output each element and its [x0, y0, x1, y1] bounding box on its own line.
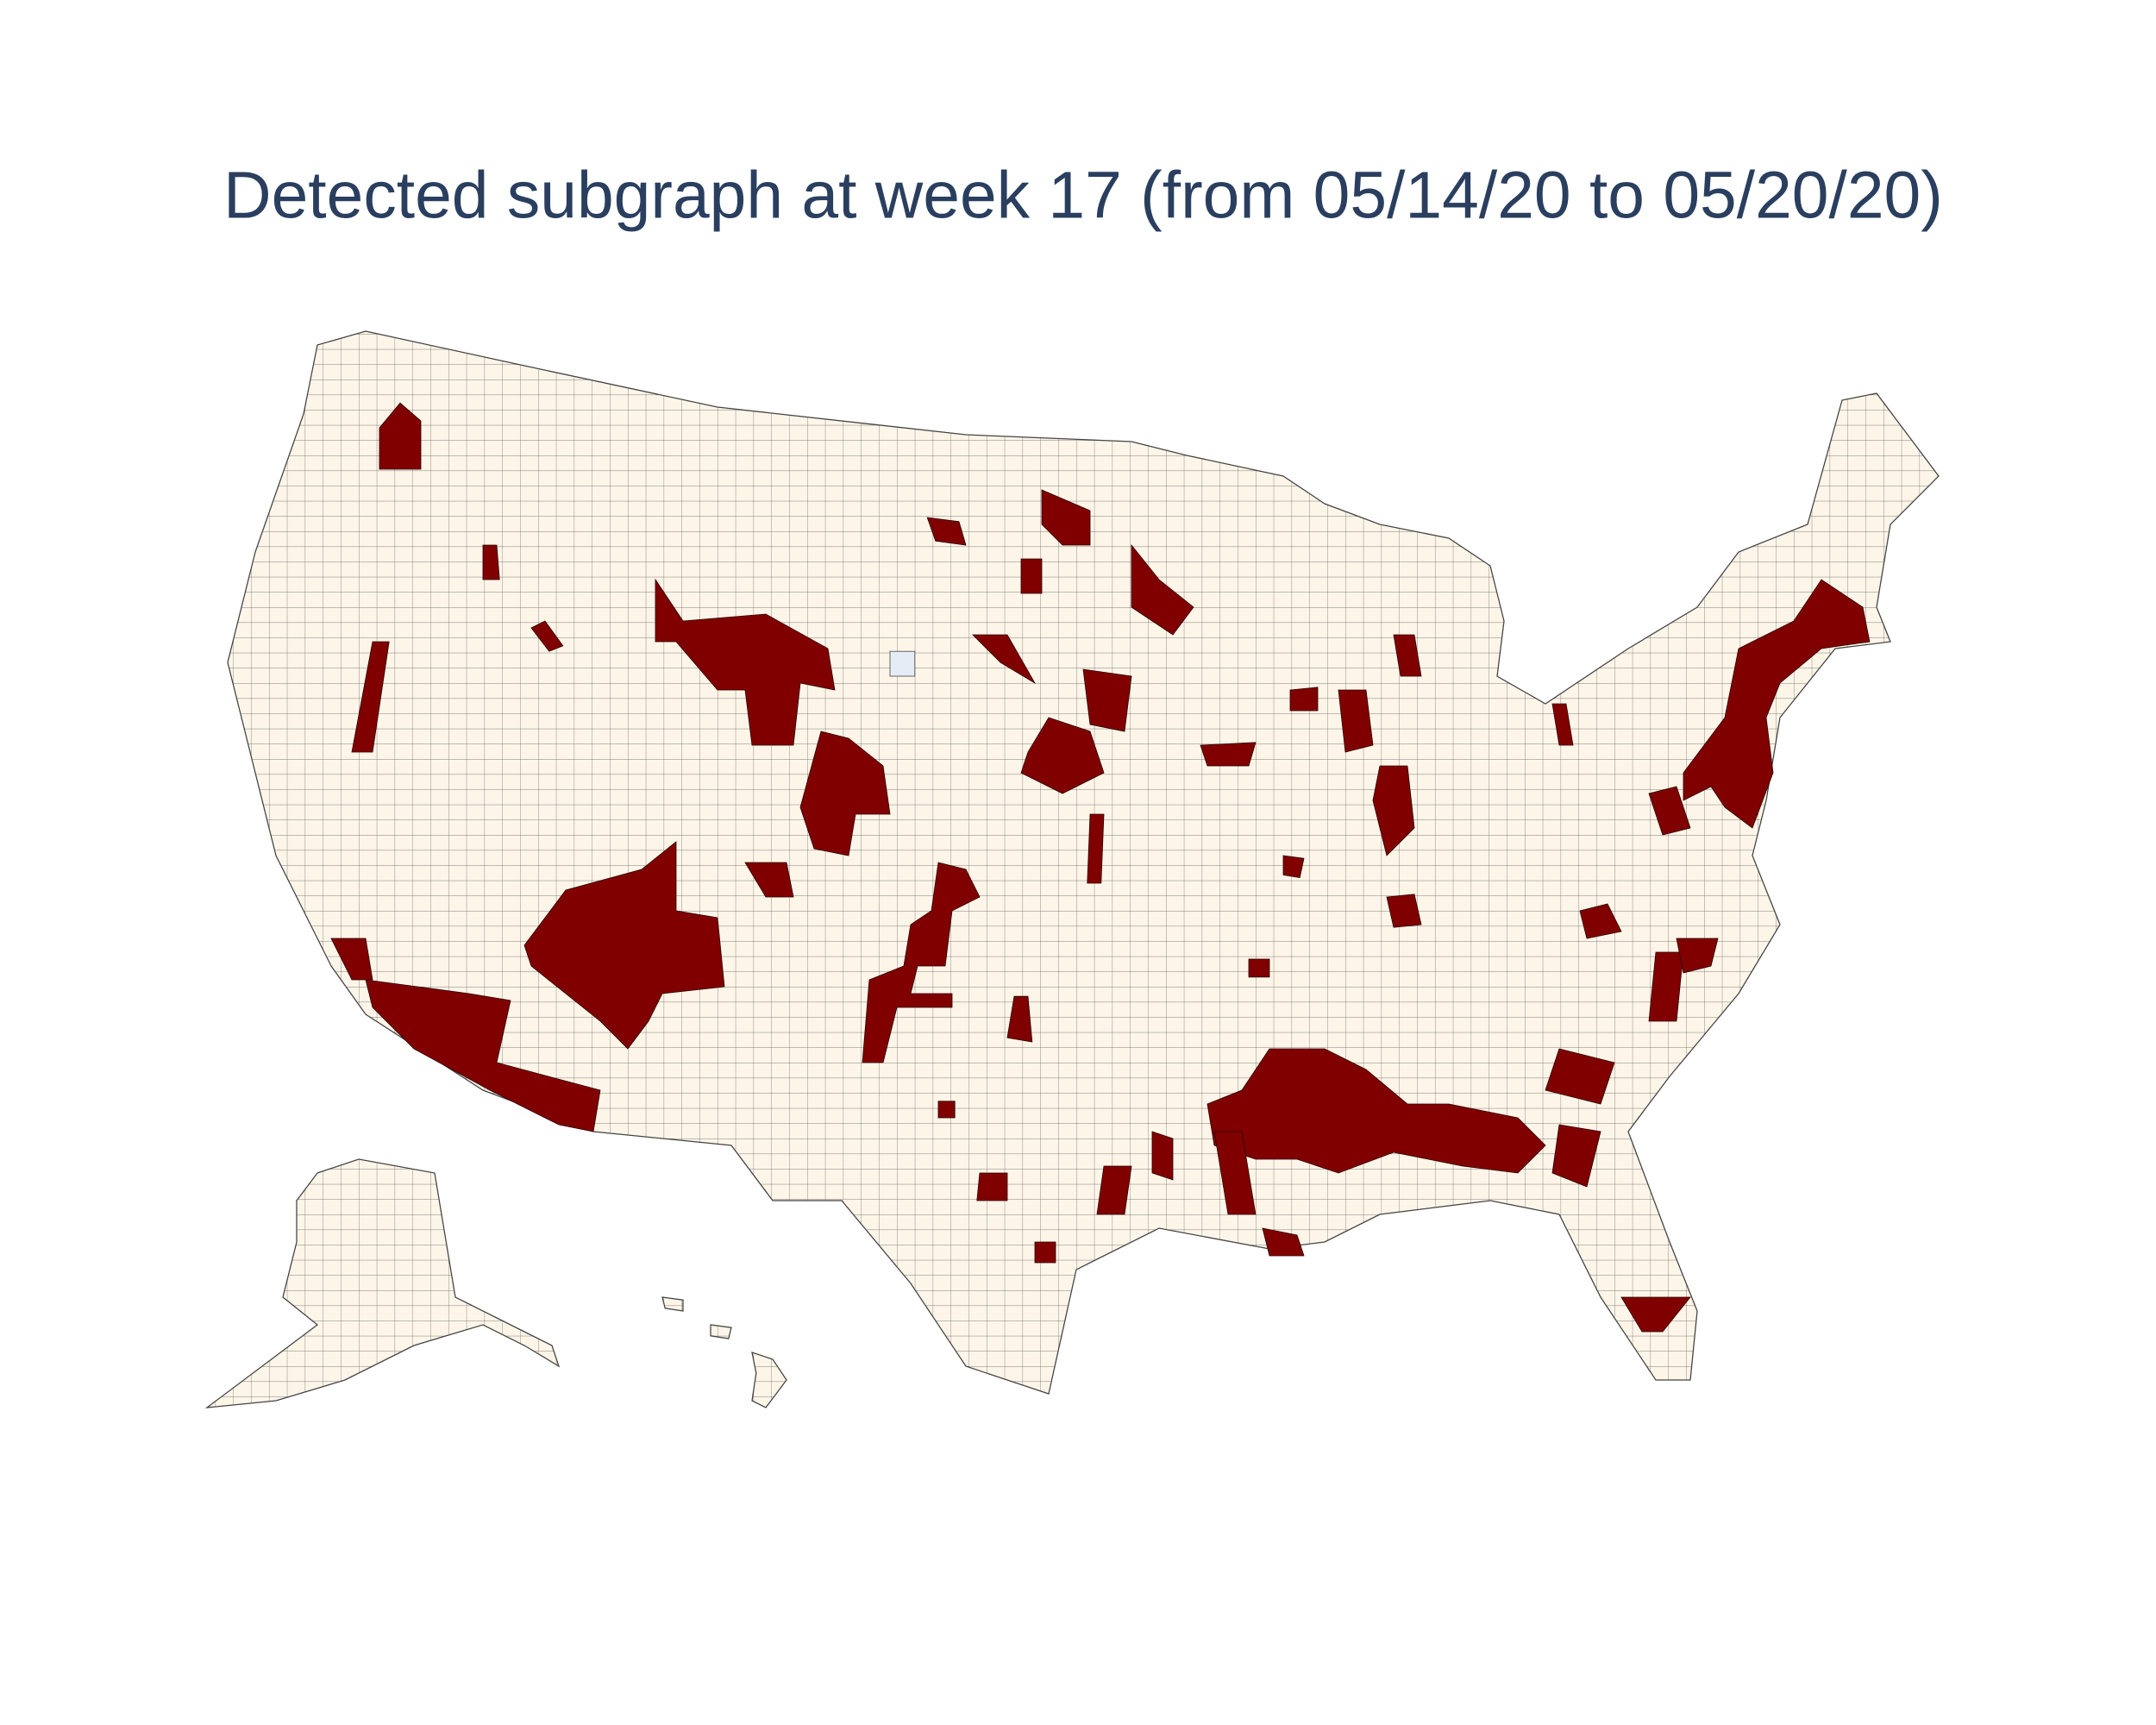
county-cluster — [926, 517, 967, 546]
county-cluster — [1393, 634, 1422, 677]
county-cluster — [1683, 579, 1871, 829]
county-cluster — [1676, 938, 1719, 974]
county-cluster — [655, 578, 836, 746]
county-cluster — [799, 731, 891, 856]
county-cluster — [972, 634, 1037, 685]
county-cluster — [976, 1172, 1008, 1201]
county-cluster — [1289, 687, 1319, 712]
county-cluster — [1248, 958, 1270, 978]
county-cluster — [1372, 765, 1415, 856]
us-map — [204, 330, 1940, 1408]
county-cluster — [1545, 1048, 1615, 1105]
alaska — [204, 1158, 561, 1408]
county-cluster — [351, 641, 390, 753]
county-cluster — [1386, 894, 1422, 928]
county-cluster — [1213, 1131, 1257, 1215]
county-cluster — [1551, 703, 1574, 746]
map-title: Detected subgraph at week 17 (from 05/14… — [223, 158, 1943, 232]
county-cluster — [1551, 1124, 1601, 1188]
county-cluster — [365, 979, 601, 1132]
no-data-county — [889, 650, 916, 677]
county-cluster — [330, 938, 373, 981]
contiguous-us — [227, 330, 1940, 1395]
county-cluster — [1151, 1131, 1174, 1181]
county-cluster — [1096, 1165, 1132, 1215]
county-cluster — [1620, 1296, 1691, 1333]
county-cluster — [1041, 489, 1091, 546]
county-cluster — [1006, 995, 1033, 1043]
county-cluster — [379, 402, 422, 470]
county-cluster — [862, 862, 981, 1063]
county-cluster — [744, 862, 794, 898]
county-cluster — [1200, 742, 1257, 767]
county-cluster — [1648, 786, 1691, 836]
county-cluster — [1087, 813, 1105, 884]
county-cluster — [1579, 903, 1622, 939]
county-cluster — [1020, 717, 1105, 794]
county-cluster — [1282, 855, 1305, 879]
county-cluster — [937, 1101, 956, 1119]
county-cluster — [1338, 689, 1374, 753]
county-cluster — [482, 544, 500, 580]
county-cluster — [523, 841, 725, 1050]
county-cluster — [1131, 543, 1194, 636]
hawaii — [661, 1296, 787, 1408]
county-cluster — [1020, 558, 1043, 594]
county-cluster — [1206, 1048, 1546, 1174]
county-cluster — [1648, 951, 1684, 1022]
county-cluster — [1082, 668, 1132, 732]
detected-counties — [330, 402, 1871, 1333]
county-cluster — [1034, 1241, 1056, 1264]
county-cluster — [530, 620, 564, 652]
county-cluster — [1262, 1227, 1305, 1257]
